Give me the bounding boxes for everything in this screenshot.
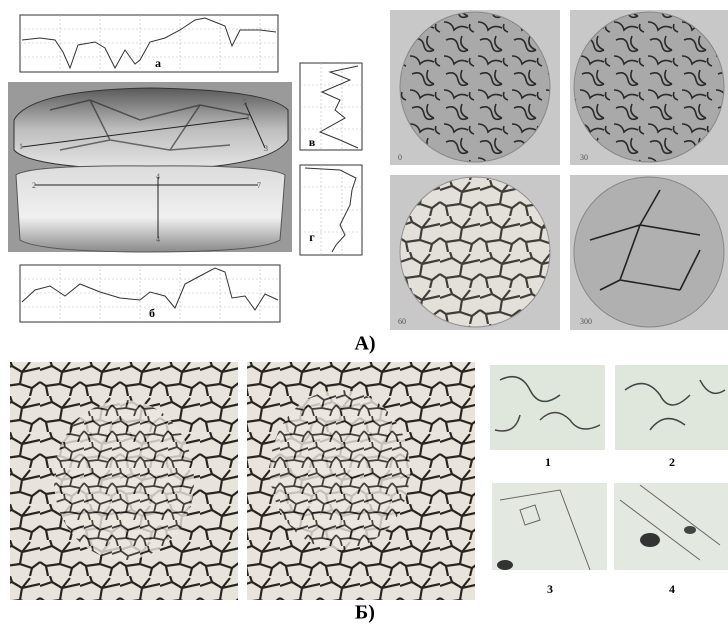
profile-label: а (155, 56, 161, 70)
panel-label: Б) (355, 602, 375, 624)
profile-v: в (300, 63, 362, 150)
image-label: 2 (669, 455, 675, 469)
figure: а 5 1 3 1 2 4 7 4 в г б 0 30 60 300 А) (0, 0, 728, 628)
point-label: 3 (264, 144, 268, 153)
profile-g: г (300, 165, 362, 255)
point-label: 1 (246, 113, 250, 122)
point-label: 4 (156, 172, 160, 181)
point-label: 7 (257, 181, 261, 190)
image-label: 60 (398, 317, 406, 326)
point-label: 5 (243, 98, 247, 107)
image-label: 0 (398, 153, 402, 162)
profile-label: г (309, 230, 315, 244)
image-label: 4 (669, 582, 675, 596)
image-label: 3 (547, 582, 553, 596)
profile-b: б (20, 265, 280, 322)
profile-a: а (20, 15, 278, 72)
image-label: 30 (580, 153, 588, 162)
point-label: 1 (19, 142, 23, 151)
point-label: 4 (156, 235, 160, 244)
sample-3d: 5 1 3 1 2 4 7 4 (8, 82, 292, 252)
micro-images: 1 2 3 4 (490, 365, 728, 596)
image-label: 1 (545, 455, 551, 469)
panel-label: А) (354, 333, 375, 355)
profile-label: б (149, 306, 155, 320)
point-label: 2 (32, 181, 36, 190)
circle-images: 0 30 60 300 (390, 10, 728, 330)
image-label: 300 (580, 317, 592, 326)
profile-label: в (309, 135, 316, 149)
crack-images (10, 362, 475, 600)
